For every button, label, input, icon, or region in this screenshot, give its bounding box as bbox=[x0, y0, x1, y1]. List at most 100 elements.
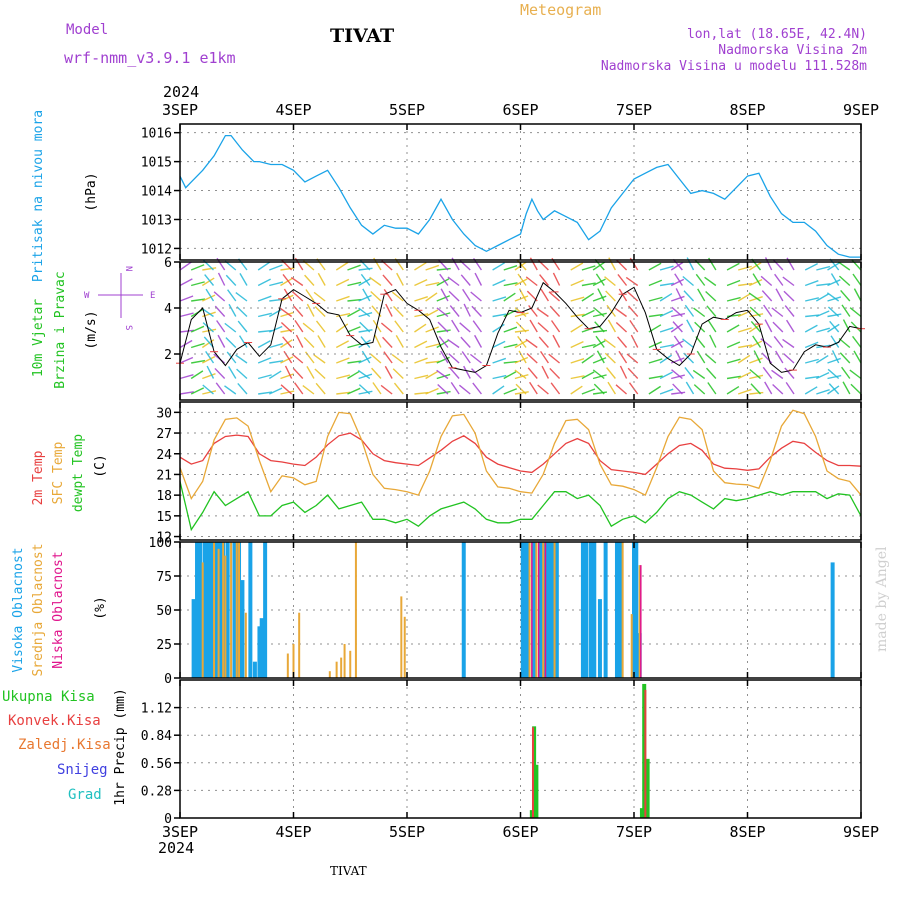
wind-barb bbox=[675, 350, 683, 364]
precip-ylabel: 1hr Precip (mm) Ukupna Kisa Konvek.Kisa … bbox=[2, 688, 128, 805]
wind-barb bbox=[436, 312, 451, 318]
wind-barb bbox=[592, 369, 605, 380]
wind-barb bbox=[383, 351, 393, 364]
wind-barb bbox=[372, 382, 382, 395]
wind-barb bbox=[191, 298, 206, 302]
year-top: 2024 bbox=[163, 83, 199, 101]
wind-barb bbox=[361, 350, 371, 364]
wind-compass: W E N S bbox=[84, 266, 155, 330]
wind-barb bbox=[682, 275, 694, 287]
bar-srednja-oblacnost bbox=[286, 653, 289, 678]
x-tick-label-top: 6SEP bbox=[502, 101, 538, 119]
wind-barb bbox=[335, 340, 349, 349]
wind-barb bbox=[672, 383, 683, 395]
wind-barb bbox=[336, 374, 351, 380]
wind-barb bbox=[684, 304, 695, 317]
wind-barb bbox=[626, 353, 639, 364]
wind-barb bbox=[204, 274, 215, 286]
wind-barb bbox=[726, 262, 740, 271]
wind-barb bbox=[190, 325, 205, 333]
wind-barb bbox=[592, 340, 606, 349]
wind-barb bbox=[347, 309, 361, 318]
bar-visoka-oblacnost bbox=[240, 580, 245, 678]
wind-barb bbox=[592, 295, 607, 302]
wind-barb bbox=[515, 383, 527, 395]
wind-barb bbox=[257, 261, 271, 271]
wind-barb bbox=[393, 382, 404, 395]
temp-ylabel: 2m Temp SFC Temp dewpt Temp (C) bbox=[31, 434, 108, 512]
wind-barb bbox=[648, 313, 663, 318]
wind-barb bbox=[471, 305, 482, 317]
bar-visoka-oblacnost bbox=[592, 542, 597, 678]
wind-barb bbox=[471, 368, 482, 379]
y-tick-label: 30 bbox=[156, 406, 172, 421]
wind-barb bbox=[359, 321, 371, 333]
wind-barb bbox=[447, 338, 460, 349]
wind-barb bbox=[302, 322, 315, 333]
wind-barb bbox=[179, 295, 194, 302]
wind-barb bbox=[202, 294, 216, 302]
wind-barb bbox=[280, 384, 293, 395]
bar-visoka-oblacnost bbox=[580, 542, 585, 678]
wind-barb bbox=[315, 382, 326, 395]
wind-barb bbox=[592, 261, 606, 271]
wind-barb bbox=[804, 358, 819, 364]
wind-barb bbox=[815, 293, 829, 302]
wind-barb bbox=[738, 265, 752, 271]
wind-barb bbox=[685, 381, 695, 395]
bar-visoka-oblacnost bbox=[202, 542, 207, 678]
bar-visoka-oblacnost bbox=[632, 542, 636, 678]
wind-barb bbox=[474, 272, 483, 286]
legend-snow: Snijeg bbox=[57, 762, 108, 778]
wind-barb bbox=[425, 326, 439, 333]
wind-barb bbox=[358, 373, 373, 380]
wind-barb bbox=[358, 294, 372, 302]
wind-barb bbox=[749, 391, 764, 395]
wind-barb bbox=[492, 296, 507, 302]
wind-barb bbox=[358, 356, 372, 364]
wind-barb bbox=[841, 304, 851, 317]
watermark: made by Angel bbox=[874, 546, 890, 652]
wind-barb bbox=[280, 373, 294, 380]
bar-ukupna-kisa bbox=[532, 726, 537, 818]
wind-barb bbox=[841, 366, 851, 379]
wind-barb bbox=[317, 272, 326, 286]
y-tick-label: 0.84 bbox=[141, 729, 172, 744]
wind-barb bbox=[683, 352, 695, 364]
wind-barb bbox=[853, 350, 862, 364]
bar-niska-oblacnost bbox=[531, 542, 533, 678]
wind-barb bbox=[335, 261, 349, 271]
wind-barb bbox=[592, 374, 607, 380]
wind-barb bbox=[749, 374, 764, 380]
wind-barb bbox=[469, 353, 482, 364]
wind-barb bbox=[537, 384, 549, 395]
wind-barb bbox=[460, 336, 471, 348]
bar-visoka-oblacnost bbox=[206, 542, 211, 678]
bar-srednja-oblacnost bbox=[354, 542, 357, 678]
wind-barb bbox=[726, 375, 741, 380]
wind-barb bbox=[775, 350, 784, 364]
bar-srednja-oblacnost bbox=[349, 650, 352, 678]
wind-barb bbox=[515, 321, 527, 333]
bar-srednja-oblacnost bbox=[542, 542, 545, 678]
wind-barb bbox=[360, 336, 371, 348]
wind-barb bbox=[785, 382, 795, 395]
bar-srednja-oblacnost bbox=[213, 542, 216, 678]
bar-ukupna-kisa bbox=[534, 764, 539, 818]
wind-barb bbox=[436, 339, 450, 349]
wind-barb bbox=[269, 298, 284, 302]
wind-barb bbox=[369, 276, 382, 287]
wind-barb bbox=[436, 369, 449, 380]
wind-barb bbox=[225, 337, 237, 348]
wind-barb bbox=[280, 390, 295, 395]
wind-barb bbox=[395, 335, 404, 348]
wind-barb bbox=[773, 336, 784, 348]
wind-barb bbox=[205, 288, 215, 302]
wind-barb bbox=[707, 319, 717, 333]
wind-barb bbox=[217, 334, 226, 348]
wind-barb bbox=[179, 356, 194, 364]
wind-barb bbox=[592, 278, 606, 287]
wind-barb bbox=[503, 371, 517, 380]
wind-barb bbox=[762, 366, 773, 379]
wind-barb bbox=[438, 336, 449, 348]
